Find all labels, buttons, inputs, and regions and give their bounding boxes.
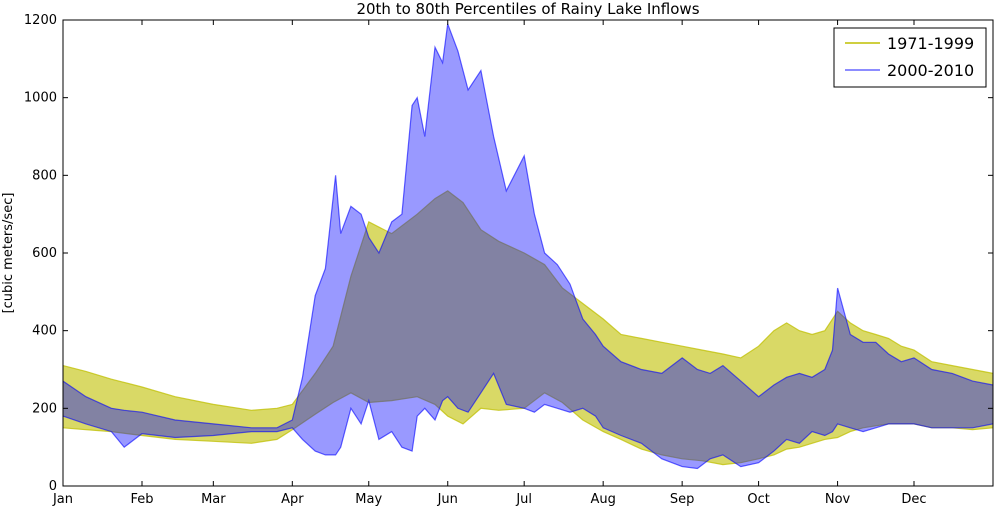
- x-tick-label-jul: Jul: [515, 492, 532, 506]
- y-tick-label: 1000: [24, 91, 57, 106]
- y-axis: 0 200 400 600 800 1000 1200: [24, 13, 993, 494]
- y-tick-label: 1200: [24, 13, 57, 28]
- line-low-2000-2010: [62, 372, 994, 470]
- y-tick-label: 0: [49, 479, 57, 494]
- band-1971-1999: [63, 190, 993, 465]
- band-2000-2010: [63, 23, 993, 469]
- x-tick-label-jan: Jan: [52, 492, 73, 506]
- x-tick-label-may: May: [355, 492, 382, 506]
- x-tick-label-oct: Oct: [747, 492, 769, 506]
- x-tick-label-sep: Sep: [670, 492, 695, 506]
- legend-box: [833, 27, 987, 88]
- x-tick-label-jun: Jun: [437, 492, 458, 506]
- x-tick-label-dec: Dec: [901, 492, 926, 506]
- y-tick-label: 600: [32, 246, 57, 261]
- line-high-1971-1999: [62, 190, 994, 411]
- x-axis: Jan Feb Mar Apr May Jun Jul Aug Sep Oct Nov Dec: [52, 20, 927, 506]
- x-tick-label-aug: Aug: [590, 492, 615, 506]
- line-low-1971-1999: [62, 392, 994, 466]
- y-axis-label: [cubic meters/sec]: [1, 193, 16, 314]
- x-tick-label-nov: Nov: [825, 492, 851, 506]
- x-tick-label-feb: Feb: [130, 492, 153, 506]
- legend: 1971-1999 2000-2010: [833, 27, 987, 88]
- x-tick-label-apr: Apr: [281, 492, 304, 506]
- line-high-2000-2010: [62, 23, 994, 429]
- chart-title: 20th to 80th Percentiles of Rainy Lake I…: [356, 0, 699, 18]
- series-layer: [62, 23, 994, 470]
- y-tick-label: 200: [32, 401, 57, 416]
- y-tick-label: 800: [32, 168, 57, 183]
- legend-label-2000-2010: 2000-2010: [887, 61, 974, 80]
- y-tick-label: 400: [32, 324, 57, 339]
- x-tick-label-mar: Mar: [201, 492, 226, 506]
- legend-label-1971-1999: 1971-1999: [887, 34, 974, 53]
